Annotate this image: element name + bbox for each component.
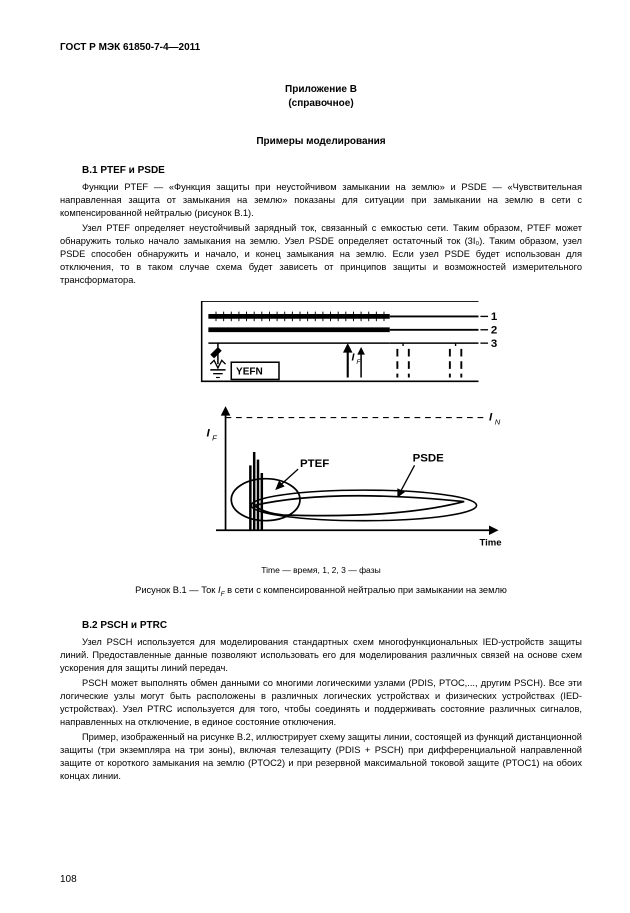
section-b2-p3: Пример, изображенный на рисунке В.2, илл… xyxy=(60,731,582,783)
phase-3-label: 3 xyxy=(491,338,497,350)
appendix-type: (справочное) xyxy=(60,97,582,111)
ptef-label: PTEF xyxy=(300,458,329,470)
fault-current-chart: I F I N Time PTEF PSDE xyxy=(206,406,501,548)
section-b2-p1: Узел PSCH используется для моделирования… xyxy=(60,636,582,675)
page-number: 108 xyxy=(60,874,77,885)
svg-text:I: I xyxy=(489,412,493,424)
figure-b1-svg: 1 2 3 YEFN xyxy=(111,301,531,559)
document-page: ГОСТ Р МЭК 61850-7-4—2011 Приложение В (… xyxy=(0,0,630,913)
appendix-title: Примеры моделирования xyxy=(60,136,582,147)
svg-text:Time: Time xyxy=(479,538,501,549)
yefn-label: YEFN xyxy=(236,367,263,378)
svg-text:F: F xyxy=(212,434,218,443)
psde-label: PSDE xyxy=(413,453,445,465)
figure-b1: 1 2 3 YEFN xyxy=(60,301,582,559)
svg-text:N: N xyxy=(495,417,501,426)
section-b2-p2: PSCH может выполнять обмен данными со мн… xyxy=(60,677,582,729)
svg-text:I: I xyxy=(206,428,210,440)
phase-1-label: 1 xyxy=(491,311,498,323)
section-b1-p2: Узел PTEF определяет неустойчивый зарядн… xyxy=(60,222,582,287)
figure-b1-caption: Рисунок В.1 — Ток IF в сети с компенсиро… xyxy=(60,585,582,598)
section-b1-heading: В.1 PTEF и PSDE xyxy=(60,165,582,176)
section-b2-heading: В.2 PSCH и PTRC xyxy=(60,620,582,631)
circuit-diagram: 1 2 3 YEFN xyxy=(202,301,498,381)
standard-id: ГОСТ Р МЭК 61850-7-4—2011 xyxy=(60,42,582,53)
appendix-label: Приложение В xyxy=(60,83,582,97)
section-b1-p1: Функции PTEF — «Функция защиты при неуст… xyxy=(60,181,582,220)
svg-text:I: I xyxy=(352,351,356,363)
figure-b1-legend: Time — время, 1, 2, 3 — фазы xyxy=(60,565,582,575)
phase-2-label: 2 xyxy=(491,325,497,337)
